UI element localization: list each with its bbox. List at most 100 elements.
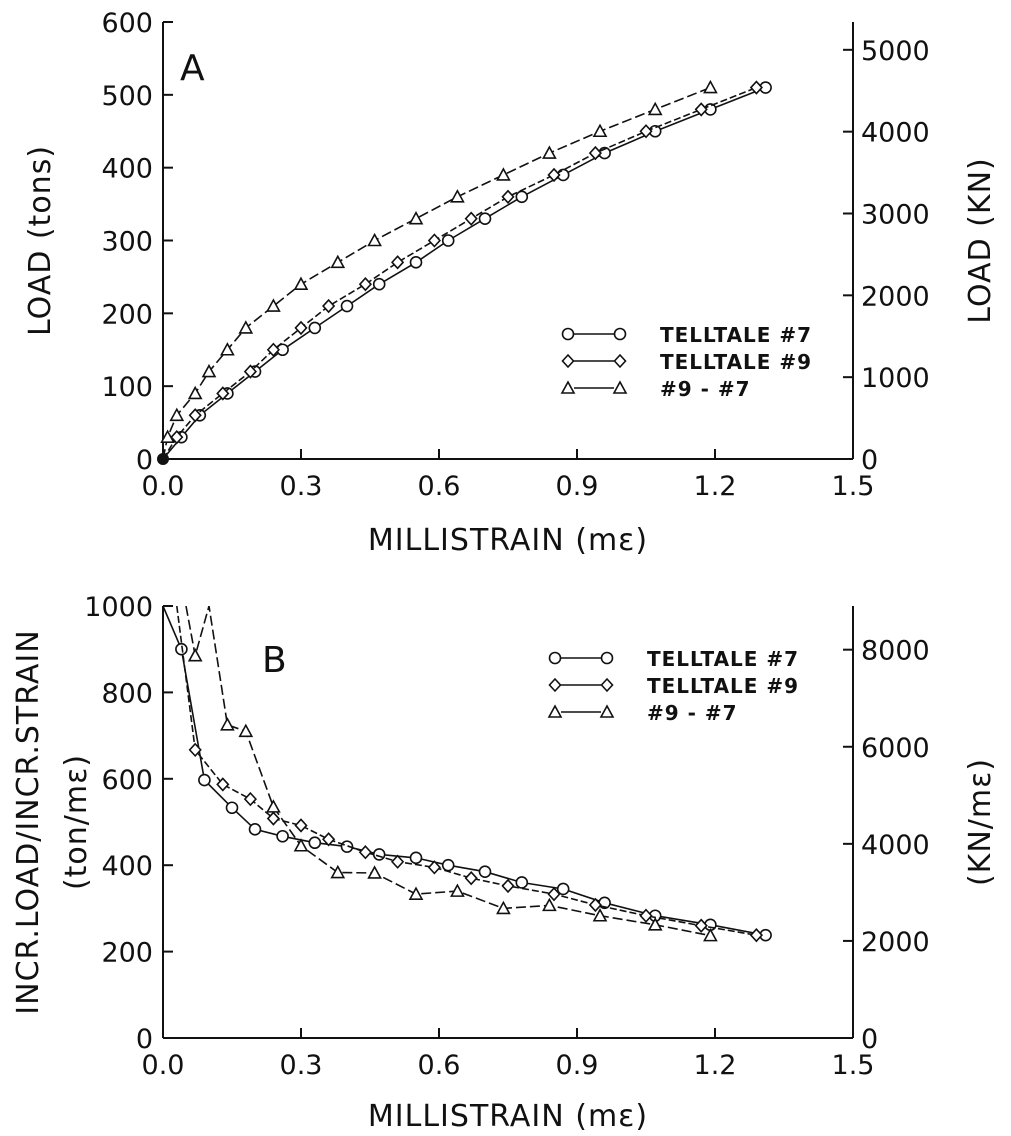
data-point-diamond	[266, 342, 280, 357]
series-line	[162, 86, 757, 460]
data-point-diamond	[694, 918, 708, 933]
x-tick-label: 0.3	[280, 1050, 323, 1081]
data-point-triangle	[220, 342, 235, 356]
data-point-diamond	[391, 854, 405, 869]
data-point-diamond	[391, 255, 405, 270]
data-point-triangle	[408, 210, 424, 225]
y2-tick-label: 0	[861, 1024, 878, 1055]
x-tick-label: 0.6	[418, 1050, 461, 1081]
data-point-circle	[441, 234, 455, 247]
data-point-diamond	[749, 80, 763, 95]
data-point-circle	[248, 823, 262, 836]
x-tick-label: 0.3	[280, 471, 323, 502]
data-point-circle	[308, 836, 322, 850]
data-point-circle	[372, 277, 386, 291]
data-point-circle	[409, 256, 423, 269]
y-axis-title-unit: (ton/mε)	[59, 754, 94, 890]
legend-marker-circle	[600, 651, 614, 665]
origin-point	[157, 453, 169, 465]
y2-tick-label: 4000	[861, 118, 930, 149]
y2-tick-label: 6000	[861, 733, 930, 764]
data-point-circle	[478, 212, 492, 225]
data-point-triangle	[266, 298, 281, 312]
data-point-diamond	[322, 832, 336, 847]
data-point-triangle	[293, 276, 309, 291]
x-tick-label: 0.9	[556, 471, 599, 502]
data-point-triangle	[450, 883, 465, 897]
data-point-diamond	[694, 102, 708, 117]
series-line	[162, 86, 711, 460]
data-point-circle	[409, 851, 423, 865]
legend-marker-triangle	[560, 380, 576, 394]
y-tick-label: 600	[101, 765, 153, 796]
y-tick-label: 0	[136, 445, 153, 476]
series-diamond	[176, 606, 763, 943]
data-point-circle	[175, 642, 188, 656]
y-tick-label: 500	[101, 81, 153, 112]
legend-marker-triangle	[547, 704, 563, 718]
legend-marker-circle	[613, 327, 627, 341]
legend-label: TELLTALE #7	[647, 647, 799, 671]
legend-label: #9 - #7	[647, 701, 738, 725]
data-point-triangle	[330, 864, 346, 879]
data-point-diamond	[243, 791, 257, 807]
data-point-triangle	[187, 648, 203, 662]
data-point-diamond	[322, 298, 336, 314]
data-point-circle	[198, 773, 211, 787]
y2-tick-label: 2000	[861, 281, 930, 312]
data-point-diamond	[170, 429, 184, 445]
y-tick-label: 0	[136, 1024, 153, 1055]
data-point-diamond	[427, 233, 441, 248]
y2-tick-label: 0	[861, 445, 878, 476]
data-point-circle	[441, 858, 455, 872]
data-point-diamond	[427, 860, 441, 875]
series-diamond	[162, 80, 763, 460]
data-point-triangle	[496, 900, 511, 915]
data-point-diamond	[358, 277, 372, 292]
data-point-circle	[340, 840, 354, 853]
x-axis-title: MILLISTRAIN (mε)	[368, 1099, 648, 1134]
data-point-circle	[478, 865, 492, 878]
data-point-circle	[308, 321, 322, 335]
y2-tick-label: 4000	[861, 830, 930, 861]
data-point-diamond	[464, 870, 478, 886]
data-point-circle	[556, 882, 570, 896]
data-point-triangle	[238, 320, 254, 334]
data-point-circle	[515, 876, 529, 889]
data-point-triangle	[592, 123, 608, 138]
legend-marker-circle	[548, 651, 562, 665]
series-line	[185, 606, 711, 937]
series-triangle	[160, 79, 718, 460]
data-point-triangle	[220, 717, 235, 731]
data-point-triangle	[187, 385, 203, 400]
data-point-diamond	[216, 386, 230, 401]
series-line	[162, 86, 766, 460]
data-point-diamond	[294, 818, 308, 833]
legend-label: #9 - #7	[660, 377, 751, 401]
x-tick-label: 0.0	[142, 471, 185, 502]
legend-marker-diamond	[548, 677, 562, 693]
legend-label: TELLTALE #9	[660, 350, 812, 374]
data-point-diamond	[266, 811, 280, 826]
data-point-diamond	[588, 145, 602, 161]
data-point-diamond	[243, 364, 257, 379]
x-tick-label: 1.5	[832, 1050, 875, 1081]
y-tick-label: 600	[101, 8, 153, 39]
data-point-triangle	[169, 407, 185, 422]
data-point-diamond	[547, 167, 561, 183]
data-point-diamond	[216, 777, 230, 792]
x-tick-label: 1.2	[694, 1050, 737, 1081]
legend-marker-diamond	[613, 353, 627, 369]
legend-marker-triangle	[599, 704, 615, 718]
data-point-diamond	[639, 124, 653, 139]
data-point-diamond	[588, 897, 602, 913]
legend-marker-circle	[561, 327, 575, 341]
y2-axis-title: LOAD (KN)	[963, 157, 998, 323]
data-point-triangle	[703, 79, 718, 94]
y2-tick-label: 8000	[861, 636, 930, 667]
panel-a: 0.0 0.3 0.6 0.9 1.2 1.50100200300400500600010…	[23, 8, 998, 558]
data-point-diamond	[547, 886, 561, 902]
data-point-circle	[276, 829, 289, 843]
data-point-triangle	[293, 838, 309, 852]
data-point-triangle	[367, 232, 382, 247]
